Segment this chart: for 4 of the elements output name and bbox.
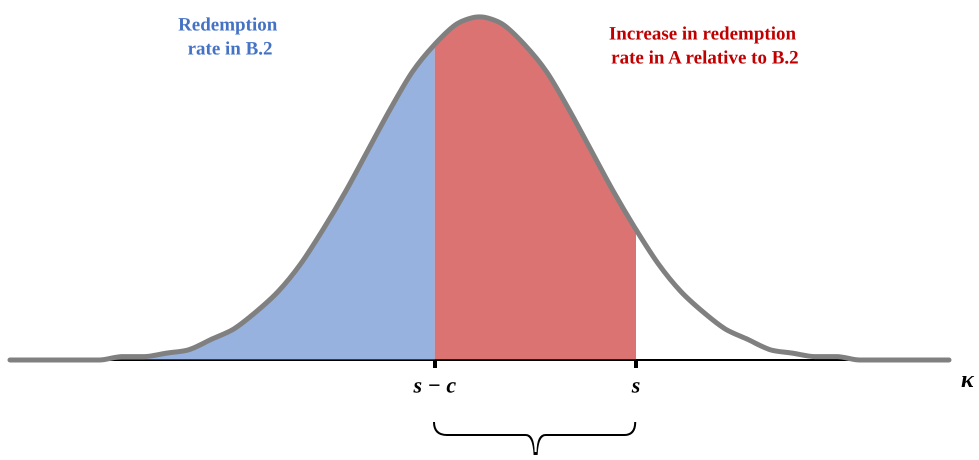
x-tick-label: s − c bbox=[412, 372, 456, 398]
x-tick-label: s bbox=[630, 372, 640, 398]
x-axis-title: κ bbox=[961, 367, 975, 393]
annotation: Increase in redemption rate in A relative to B.2 bbox=[608, 24, 801, 68]
